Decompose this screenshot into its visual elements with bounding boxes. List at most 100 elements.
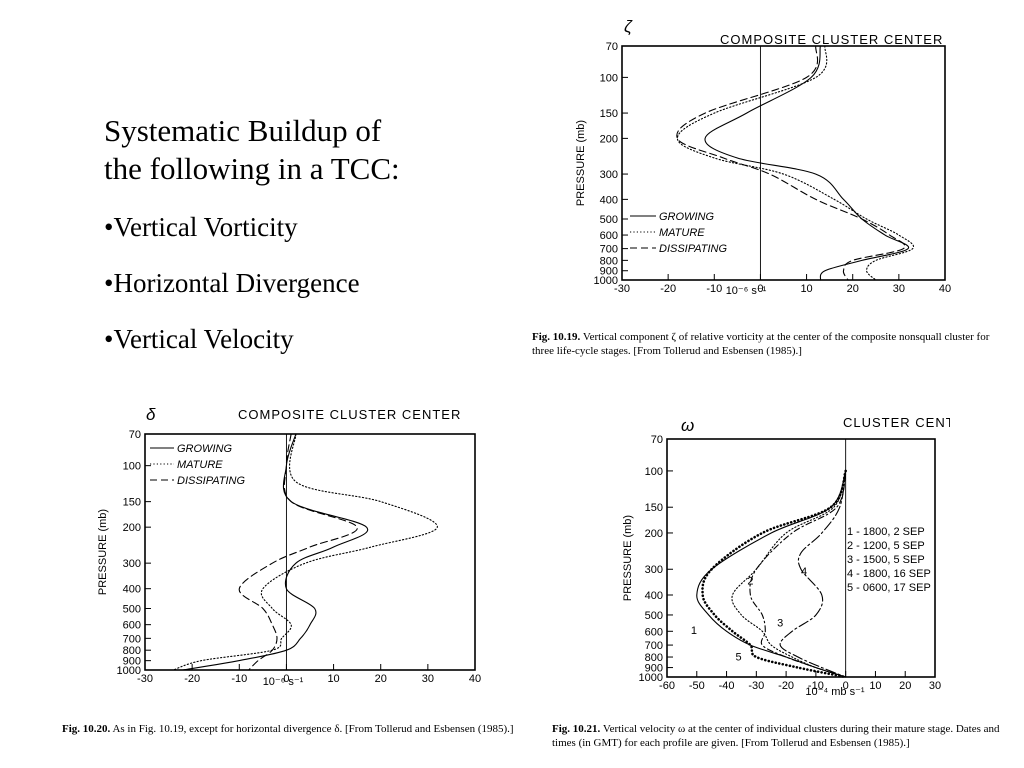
omega-xtick-label: -10 [808,680,824,692]
divergence-symbol: δ [146,405,156,424]
omega-curve-label: 4 [801,566,807,578]
omega-curve-label: 1 [691,625,697,637]
divergence-xtick-label: 10 [327,673,339,685]
omega-symbol: ω [681,416,694,435]
vorticity-legend-entry: GROWING [659,211,714,223]
vorticity-ytick-label: 150 [600,108,618,120]
vorticity-caption-text: Vertical component ζ of relative vortici… [532,331,990,357]
vorticity-xtick-label: 30 [893,283,905,295]
slide-title-line-2: the following in a TCC: [104,151,400,186]
divergence-xtick-label: 30 [422,673,434,685]
slide-title-line-1: Systematic Buildup of [104,113,382,148]
omega-series-1 [731,470,847,678]
omega-xtick-label: 30 [929,680,941,692]
vorticity-xtick-label: -30 [614,283,630,295]
divergence-xtick-label: -20 [184,673,200,685]
omega-ytick-label: 600 [645,626,663,638]
vorticity-ytick-label: 700 [600,244,618,256]
omega-legend-entry: 5 - 0600, 17 SEP [847,582,931,594]
omega-ytick-label: 70 [651,434,663,446]
omega-legend-entry: 3 - 1500, 5 SEP [847,554,925,566]
divergence-ytick-label: 70 [129,429,141,441]
vorticity-xtick-label: 0 [757,283,763,295]
vorticity-x-axis-label: 10⁻⁶ s⁻¹ [726,285,767,297]
omega-ytick-label: 200 [645,528,663,540]
vorticity-ytick-label: 800 [600,255,618,267]
omega-xtick-label: -20 [778,680,794,692]
divergence-frame [144,433,476,671]
omega-xtick-label: -50 [689,680,705,692]
omega-series-3 [779,470,847,678]
omega-series-0 [696,470,847,678]
divergence-legend-entry: GROWING [177,443,232,455]
vorticity-xtick-label: -20 [660,283,676,295]
omega-ytick-label: 500 [645,610,663,622]
omega-xtick-label: 10 [869,680,881,692]
vorticity-chart: ζ COMPOSITE CLUSTER CENTER PRESSURE (mb) 10… [575,17,951,297]
vorticity-ytick-label: 400 [600,194,618,206]
vorticity-y-axis-label: PRESSURE (mb) [575,120,587,206]
vorticity-xtick-label: 20 [847,283,859,295]
vorticity-symbol: ζ [624,17,633,36]
vorticity-ytick-label: 1000 [594,275,618,287]
vorticity-ytick-label: 500 [600,214,618,226]
bullet-vorticity: •Vertical Vorticity [104,212,298,242]
omega-series-4 [701,469,847,679]
divergence-chart: δ COMPOSITE CLUSTER CENTER PRESSURE (mb) 10… [97,405,481,688]
vorticity-title: COMPOSITE CLUSTER CENTER [720,32,943,47]
vorticity-ytick-label: 200 [600,133,618,145]
divergence-xtick-label: 20 [375,673,387,685]
slide-text-block: Systematic Buildup of the following in a… [104,112,504,356]
omega-caption: Fig. 10.21. Vertical velocity ω at the c… [552,722,1014,750]
omega-curve-label: 5 [735,651,741,663]
vorticity-ytick-label: 900 [600,266,618,278]
omega-legend-entry: 4 - 1800, 16 SEP [847,568,931,580]
omega-ytick-label: 400 [645,590,663,602]
vorticity-frame [621,45,946,281]
omega-xtick-label: 0 [843,680,849,692]
vorticity-ytick-label: 70 [606,41,618,53]
vorticity-legend-entry: MATURE [659,227,705,239]
divergence-ytick-label: 200 [123,522,141,534]
divergence-caption-label: Fig. 10.20. [62,723,111,735]
omega-xtick-label: -30 [748,680,764,692]
vorticity-caption-label: Fig. 10.19. [532,331,581,343]
vorticity-ytick-label: 100 [600,72,618,84]
omega-y-axis-label: PRESSURE (mb) [622,515,634,601]
omega-ytick-label: 1000 [639,672,663,684]
omega-caption-label: Fig. 10.21. [552,723,601,735]
omega-ytick-label: 800 [645,652,663,664]
divergence-ytick-label: 700 [123,633,141,645]
omega-ytick-label: 900 [645,663,663,675]
divergence-ytick-label: 600 [123,620,141,632]
omega-ytick-label: 100 [645,466,663,478]
divergence-caption-text: As in Fig. 10.19, except for horizontal … [112,723,514,735]
divergence-caption: Fig. 10.20. As in Fig. 10.19, except for… [62,722,522,736]
divergence-x-axis-label: 10⁻⁶ s⁻¹ [263,676,304,688]
vorticity-xtick-label: 10 [800,283,812,295]
divergence-xtick-label: -30 [137,673,153,685]
omega-x-axis-label: 10⁻⁴ mb s⁻¹ [805,686,864,698]
divergence-ytick-label: 150 [123,497,141,509]
omega-legend-entry: 1 - 1800, 2 SEP [847,526,925,538]
omega-xtick-label: -60 [659,680,675,692]
divergence-y-axis-label: PRESSURE (mb) [97,509,109,595]
omega-xtick-label: -40 [719,680,735,692]
divergence-legend-entry: DISSIPATING [177,475,245,487]
vorticity-ytick-label: 600 [600,230,618,242]
omega-ytick-label: 300 [645,564,663,576]
omega-legend-entry: 2 - 1200, 5 SEP [847,540,925,552]
vorticity-xtick-label: 40 [939,283,951,295]
divergence-ytick-label: 300 [123,558,141,570]
divergence-ytick-label: 500 [123,603,141,615]
divergence-title: COMPOSITE CLUSTER CENTER [238,407,461,422]
omega-chart: ω CLUSTER CENTERS PRESSURE (mb) 10⁻⁴ mb s⁻¹… [622,415,950,698]
omega-frame [666,438,936,678]
vorticity-xtick-label: -10 [706,283,722,295]
divergence-series-2 [238,433,358,671]
divergence-ytick-label: 800 [123,645,141,657]
bullet-divergence: •Horizontal Divergence [104,268,360,298]
vorticity-legend-entry: DISSIPATING [659,243,727,255]
omega-caption-text: Vertical velocity ω at the center of ind… [552,723,1000,749]
divergence-ytick-label: 400 [123,584,141,596]
